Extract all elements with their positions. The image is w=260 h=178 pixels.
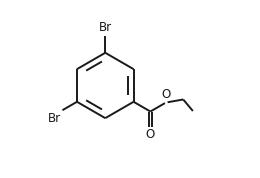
- Text: Br: Br: [48, 112, 61, 125]
- Text: O: O: [146, 128, 155, 141]
- Text: O: O: [161, 88, 171, 101]
- Text: Br: Br: [99, 21, 112, 34]
